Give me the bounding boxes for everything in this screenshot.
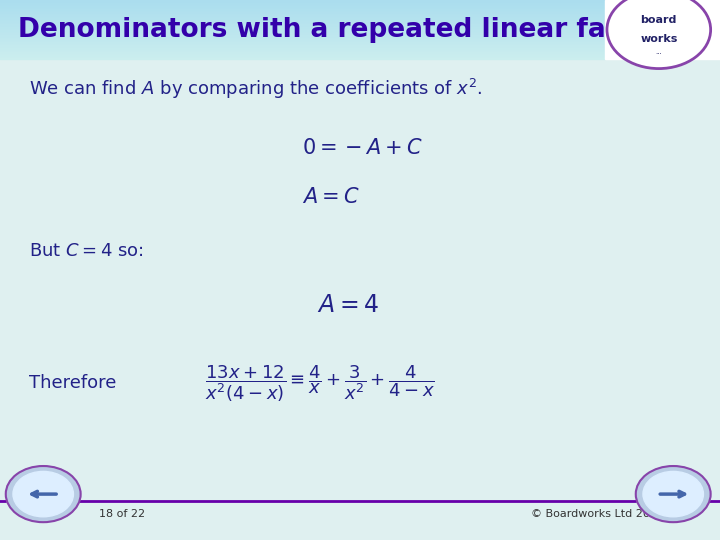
Bar <box>0 20 605 22</box>
Text: But $C = 4$ so:: But $C = 4$ so: <box>29 242 143 260</box>
Bar <box>0 28 605 30</box>
Bar <box>0 23 605 25</box>
Bar <box>0 16 605 18</box>
Bar <box>0 32 605 34</box>
Bar <box>0 4 605 6</box>
Bar <box>0 41 605 43</box>
Bar <box>0 49 605 51</box>
Bar <box>0 44 605 46</box>
Bar <box>0 11 605 14</box>
Bar <box>0 0 605 2</box>
Bar <box>0 43 605 45</box>
Bar <box>0 31 605 32</box>
Text: $A = 4$: $A = 4$ <box>317 293 379 317</box>
Circle shape <box>636 466 711 522</box>
Bar <box>0 39 605 42</box>
Text: works: works <box>640 35 678 44</box>
Bar <box>0 5 605 8</box>
Bar <box>0 47 605 49</box>
Bar <box>0 51 605 53</box>
Bar <box>0 38 605 40</box>
Text: 18 of 22: 18 of 22 <box>99 509 145 519</box>
Circle shape <box>6 466 81 522</box>
Bar <box>0 13 605 15</box>
Bar <box>0 3 605 4</box>
Text: Therefore: Therefore <box>29 374 116 393</box>
Text: We can find $A$ by comparing the coefficients of $x^2$.: We can find $A$ by comparing the coeffic… <box>29 77 482 101</box>
Bar <box>0 37 605 39</box>
Bar <box>0 33 605 36</box>
Bar <box>0 57 605 59</box>
Text: $\dfrac{13x+12}{x^2(4-x)} \equiv \dfrac{4}{x} + \dfrac{3}{x^2} + \dfrac{4}{4-x}$: $\dfrac{13x+12}{x^2(4-x)} \equiv \dfrac{… <box>205 363 435 404</box>
Bar <box>0 25 605 26</box>
Bar <box>0 29 605 31</box>
Text: $0 = -A + C$: $0 = -A + C$ <box>302 138 423 159</box>
Bar <box>0 1 605 3</box>
Bar <box>605 0 720 59</box>
Bar <box>0 50 605 52</box>
Bar <box>0 15 605 16</box>
Bar <box>0 17 605 19</box>
Text: ...: ... <box>655 49 662 56</box>
Bar <box>0 22 605 24</box>
Bar <box>0 45 605 48</box>
Bar <box>0 10 605 12</box>
Text: © Boardworks Ltd 2006: © Boardworks Ltd 2006 <box>531 509 664 519</box>
Bar <box>0 19 605 21</box>
Bar <box>0 35 605 37</box>
Bar <box>0 56 605 58</box>
Text: Denominators with a repeated linear factor: Denominators with a repeated linear fact… <box>18 17 665 43</box>
Bar <box>0 7 605 9</box>
Text: $A = C$: $A = C$ <box>302 187 360 207</box>
Circle shape <box>643 471 703 517</box>
Circle shape <box>13 471 73 517</box>
Circle shape <box>607 0 711 69</box>
Bar <box>0 26 605 28</box>
Text: board: board <box>641 15 677 25</box>
Bar <box>0 55 605 56</box>
Bar <box>0 8 605 10</box>
Bar <box>0 53 605 55</box>
